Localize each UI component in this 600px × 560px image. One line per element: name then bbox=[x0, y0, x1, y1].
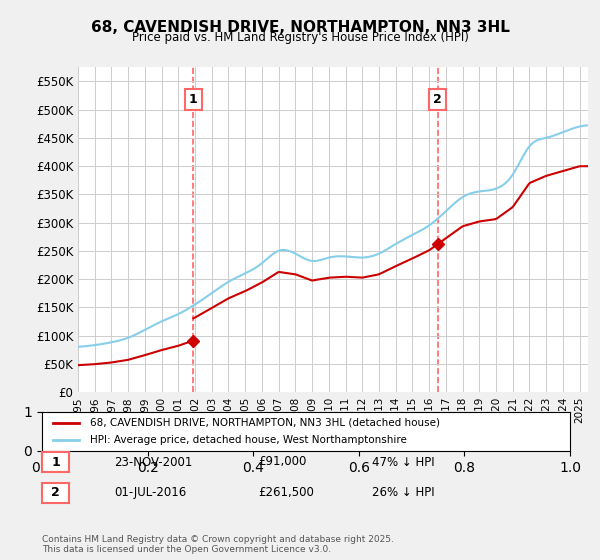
Text: 26% ↓ HPI: 26% ↓ HPI bbox=[372, 486, 434, 500]
Text: 1: 1 bbox=[189, 93, 198, 106]
Text: £91,000: £91,000 bbox=[258, 455, 307, 469]
Text: Contains HM Land Registry data © Crown copyright and database right 2025.
This d: Contains HM Land Registry data © Crown c… bbox=[42, 535, 394, 554]
Text: 1: 1 bbox=[51, 455, 60, 469]
Text: 47% ↓ HPI: 47% ↓ HPI bbox=[372, 455, 434, 469]
Text: 2: 2 bbox=[433, 93, 442, 106]
Text: HPI: Average price, detached house, West Northamptonshire: HPI: Average price, detached house, West… bbox=[89, 435, 406, 445]
Text: Price paid vs. HM Land Registry's House Price Index (HPI): Price paid vs. HM Land Registry's House … bbox=[131, 31, 469, 44]
Text: 23-NOV-2001: 23-NOV-2001 bbox=[114, 455, 193, 469]
Text: 68, CAVENDISH DRIVE, NORTHAMPTON, NN3 3HL: 68, CAVENDISH DRIVE, NORTHAMPTON, NN3 3H… bbox=[91, 20, 509, 35]
Text: 68, CAVENDISH DRIVE, NORTHAMPTON, NN3 3HL (detached house): 68, CAVENDISH DRIVE, NORTHAMPTON, NN3 3H… bbox=[89, 418, 440, 428]
Text: 01-JUL-2016: 01-JUL-2016 bbox=[114, 486, 186, 500]
Text: 2: 2 bbox=[51, 486, 60, 500]
Text: £261,500: £261,500 bbox=[258, 486, 314, 500]
